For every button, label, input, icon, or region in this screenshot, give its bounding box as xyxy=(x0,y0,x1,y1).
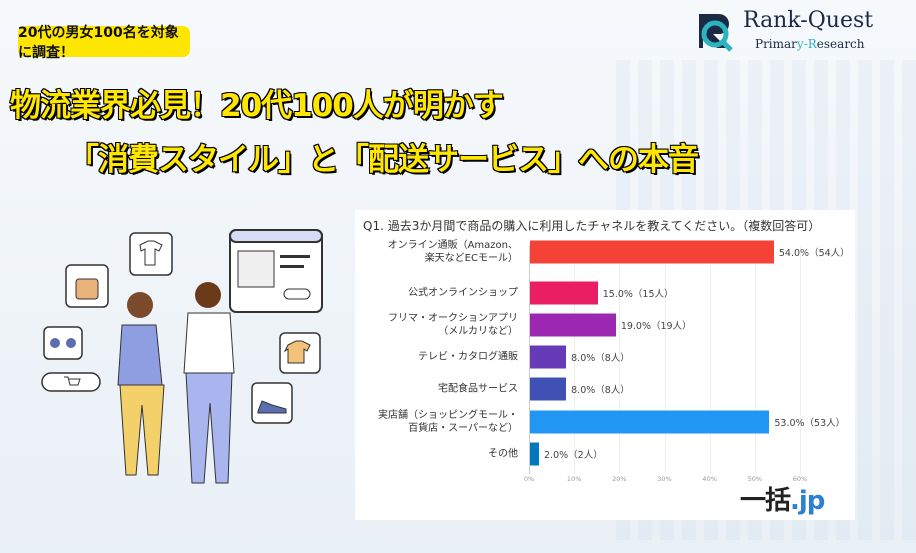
category-label-line: テレビ・カタログ通販 xyxy=(418,351,518,363)
bar xyxy=(530,281,598,305)
survey-badge: 20代の男女100名を対象に調査！ xyxy=(18,25,190,61)
shoe-card-icon xyxy=(251,382,293,424)
gridline xyxy=(664,246,666,474)
category-label: テレビ・カタログ通販 xyxy=(418,351,518,364)
data-label: 15.0%（15人） xyxy=(602,289,674,300)
category-label-line: （メルカリなど） xyxy=(438,326,518,337)
gridline xyxy=(754,246,756,474)
logo-name: Rank-Quest xyxy=(743,8,874,33)
data-label: 8.0%（8人） xyxy=(571,385,630,396)
chart-panel: Q1. 過去3か月間で商品の購入に利用したチャネルを教えてください。（複数回答可… xyxy=(355,210,855,520)
shopping-illustration xyxy=(41,229,323,484)
category-label-line: その他 xyxy=(488,448,518,460)
data-label: 53.0%（53人） xyxy=(774,418,846,429)
rank-quest-logo-icon xyxy=(699,14,733,52)
x-tick-label: 10% xyxy=(566,475,582,483)
category-label: オンライン通販（Amazon、楽天などECモール） xyxy=(388,239,518,265)
gridline xyxy=(709,246,711,474)
browser-window-icon xyxy=(229,229,323,313)
gridline xyxy=(619,246,621,474)
category-label-line: 宅配食品サービス xyxy=(438,383,518,395)
category-label: 実店舗（ショッピングモール・百貨店・スーパーなど） xyxy=(378,409,518,435)
data-label: 2.0%（2人） xyxy=(544,450,603,461)
tshirt-card-icon xyxy=(129,232,173,276)
x-tick-label: 50% xyxy=(747,475,763,483)
cart-button-icon xyxy=(41,372,101,392)
x-tick-label: 20% xyxy=(612,475,627,483)
y-axis-line xyxy=(529,246,530,474)
chart-title: Q1. 過去3か月間で商品の購入に利用したチャネルを教えてください。（複数回答可… xyxy=(363,219,821,233)
bar xyxy=(530,313,616,337)
x-tick-label: 40% xyxy=(702,475,717,483)
category-label-line: 実店舗（ショッピングモール・ xyxy=(378,410,518,421)
category-label-line: 楽天などECモール） xyxy=(424,253,518,264)
glasses-card-icon xyxy=(43,326,83,360)
bar xyxy=(530,345,567,369)
x-tick-label: 0% xyxy=(523,475,535,483)
x-tick-label: 60% xyxy=(792,475,808,483)
category-label: その他 xyxy=(488,448,518,461)
data-label: 19.0%（19人） xyxy=(620,321,692,332)
category-label: 公式オンラインショップ xyxy=(408,287,518,300)
bar xyxy=(530,240,774,264)
shirt-card-icon xyxy=(279,332,321,374)
bag-card-icon xyxy=(65,264,109,308)
headline-line-2: 「消費スタイル」と「配送サービス」への本音 xyxy=(67,141,700,179)
woman-figure xyxy=(117,292,165,476)
data-label: 54.0%（54人） xyxy=(778,248,850,259)
category-label-line: オンライン通販（Amazon、 xyxy=(387,240,518,251)
gridline xyxy=(574,246,576,474)
man-figure xyxy=(183,282,235,484)
x-tick-label: 30% xyxy=(657,475,672,483)
category-label-line: 百貨店・スーパーなど） xyxy=(408,423,518,434)
data-label: 8.0%（8人） xyxy=(571,353,630,364)
headline-line-1: 物流業界必見！20代100人が明かす xyxy=(9,87,505,125)
bar xyxy=(530,377,567,401)
category-label: フリマ・オークションアプリ （メルカリなど） xyxy=(388,312,518,338)
logo-subtitle: Primary-Research xyxy=(755,37,865,51)
gridline xyxy=(800,246,801,474)
category-label-line: 公式オンラインショップ xyxy=(408,287,518,299)
bar xyxy=(530,442,540,466)
category-label: 宅配食品サービス xyxy=(438,383,518,396)
rank-quest-logo: Rank-Quest Primary-Research xyxy=(695,8,910,56)
category-label-line: フリマ・オークションアプリ xyxy=(388,313,518,324)
ikkatsu-jp-logo: 一括.jp xyxy=(740,486,825,516)
bar xyxy=(530,410,770,434)
